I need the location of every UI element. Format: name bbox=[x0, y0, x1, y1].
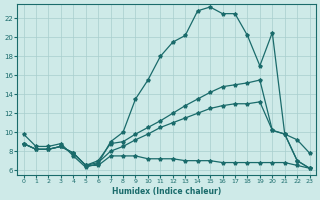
X-axis label: Humidex (Indice chaleur): Humidex (Indice chaleur) bbox=[112, 187, 221, 196]
